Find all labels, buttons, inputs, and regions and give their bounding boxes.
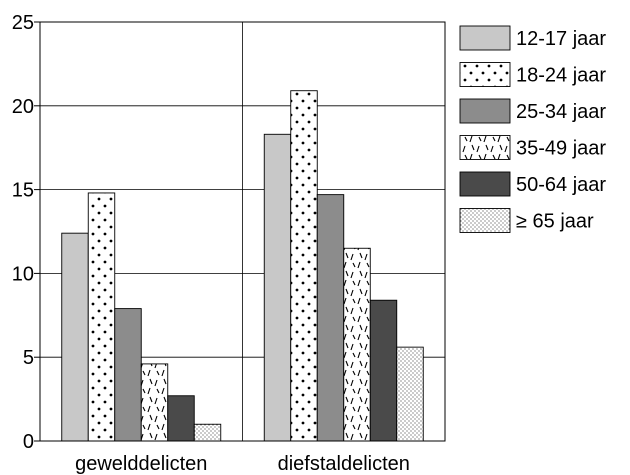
legend-swatch bbox=[459, 98, 511, 124]
legend-label: 12-17 jaar bbox=[516, 28, 606, 50]
y-tick-label: 5 bbox=[23, 347, 34, 369]
bar bbox=[343, 247, 371, 442]
legend-label: 18-24 jaar bbox=[516, 65, 606, 87]
x-category-label: gewelddelicten bbox=[75, 453, 207, 475]
legend-label: 50-64 jaar bbox=[516, 174, 606, 196]
bar bbox=[316, 194, 345, 442]
y-tick-label: 25 bbox=[12, 12, 34, 34]
legend: 12-17 jaar 18-24 jaar 25-34 jaar 35-49 jaar… bbox=[459, 25, 606, 233]
legend-swatch bbox=[459, 25, 511, 51]
bar bbox=[167, 395, 195, 442]
x-category-label: diefstaldelicten bbox=[278, 453, 410, 475]
bar bbox=[290, 90, 318, 442]
bar bbox=[193, 423, 222, 442]
y-tick-label: 15 bbox=[12, 180, 34, 202]
x-axis-labels: gewelddelicten diefstaldelicten bbox=[75, 453, 410, 475]
y-axis-ticks: 0 5 10 15 20 25 bbox=[12, 12, 40, 453]
legend-swatch bbox=[459, 62, 511, 87]
bars bbox=[61, 90, 424, 442]
legend-swatch bbox=[459, 208, 511, 233]
axes bbox=[39, 21, 446, 442]
bar bbox=[369, 299, 398, 442]
plot-frame bbox=[39, 21, 446, 442]
legend-swatch bbox=[459, 171, 511, 197]
legend-label: 35-49 jaar bbox=[516, 138, 606, 160]
y-tick-label: 10 bbox=[12, 263, 34, 285]
bar bbox=[114, 308, 142, 442]
legend-swatch bbox=[459, 135, 511, 160]
bar bbox=[87, 192, 116, 442]
legend-label: ≥ 65 jaar bbox=[516, 211, 594, 233]
bar bbox=[263, 133, 292, 442]
bar bbox=[61, 232, 89, 442]
bar bbox=[396, 346, 424, 442]
bar bbox=[140, 363, 169, 442]
legend-label: 25-34 jaar bbox=[516, 101, 606, 123]
y-tick-label: 20 bbox=[12, 96, 34, 118]
y-tick-label: 0 bbox=[23, 431, 34, 453]
